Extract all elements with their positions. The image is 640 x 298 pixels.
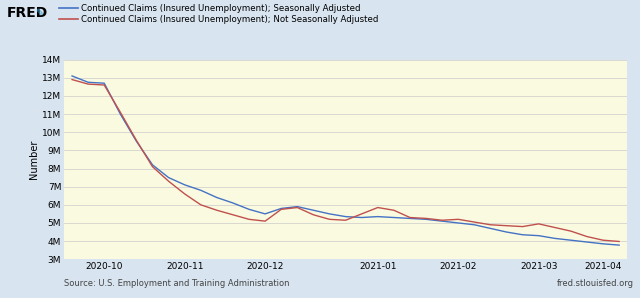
Y-axis label: Number: Number [29, 140, 39, 179]
Text: FRED: FRED [6, 6, 47, 20]
Legend: Continued Claims (Insured Unemployment); Seasonally Adjusted, Continued Claims (: Continued Claims (Insured Unemployment);… [59, 4, 378, 24]
Text: fred.stlouisfed.org: fred.stlouisfed.org [557, 279, 634, 288]
Text: ✎: ✎ [35, 7, 44, 18]
Text: Source: U.S. Employment and Training Administration: Source: U.S. Employment and Training Adm… [64, 279, 289, 288]
